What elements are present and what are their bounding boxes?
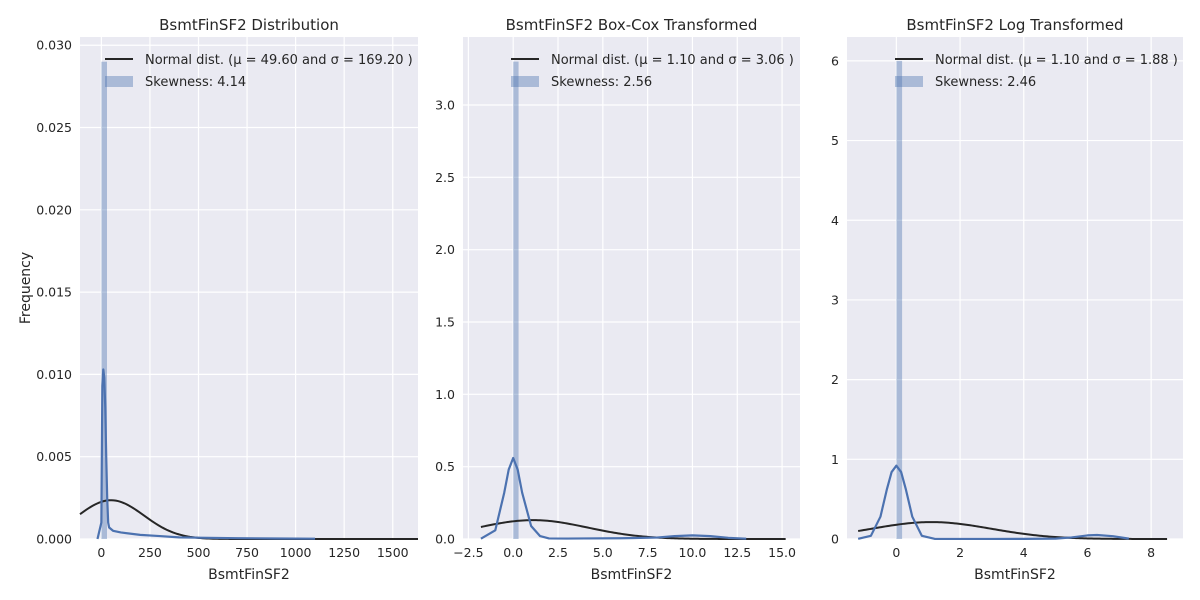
legend-patch-swatch	[511, 76, 539, 87]
panel-2: BsmtFinSF2 Box-Cox Transformed−2.5 0.0 2.5…	[435, 16, 800, 583]
chart-title: BsmtFinSF2 Distribution	[159, 16, 339, 34]
x-tick-label: 1500	[377, 545, 409, 560]
plot-area	[847, 37, 1183, 539]
y-tick-label: 2.0	[435, 242, 455, 257]
legend-label-normal: Normal dist. (μ = 1.10 and σ = 3.06 )	[551, 53, 794, 68]
plot-area	[80, 37, 418, 539]
legend-label-normal: Normal dist. (μ = 49.60 and σ = 169.20 )	[145, 53, 413, 68]
legend-label-skewness: Skewness: 4.14	[145, 75, 246, 90]
histogram-bar	[513, 61, 519, 539]
x-axis-label: BsmtFinSF2	[208, 567, 290, 583]
x-tick-label: 15.0	[768, 545, 796, 560]
kde-line	[96, 368, 316, 540]
y-tick-label: 0.0	[435, 532, 455, 547]
x-tick-label: 0	[97, 545, 105, 560]
x-axis-label: BsmtFinSF2	[974, 567, 1056, 583]
y-tick-label: 3.0	[435, 97, 455, 112]
y-tick-label: 4	[831, 213, 839, 228]
chart-title: BsmtFinSF2 Box-Cox Transformed	[506, 16, 758, 34]
y-tick-label: 5	[831, 133, 839, 148]
legend-label-skewness: Skewness: 2.56	[551, 75, 652, 90]
x-tick-label: 7.5	[638, 545, 658, 560]
legend-label-skewness: Skewness: 2.46	[935, 75, 1036, 90]
x-tick-label: 0.0	[503, 545, 523, 560]
x-tick-label: 0	[892, 545, 900, 560]
y-axis-label: Frequency	[18, 252, 34, 324]
panel-3: BsmtFinSF2 Log Transformed 0 2 4 6 8 0 1 2 3 4 5 6 Bs…	[831, 16, 1183, 583]
x-tick-label: 250	[138, 545, 162, 560]
y-tick-label: 1.5	[435, 314, 455, 329]
y-tick-label: 0.015	[36, 285, 72, 300]
x-axis-label: BsmtFinSF2	[591, 567, 673, 583]
panel-1: BsmtFinSF2 Distribution 0 250 500 750 1000 125…	[18, 16, 418, 583]
y-tick-label: 1.0	[435, 387, 455, 402]
histogram-bar	[896, 60, 903, 540]
chart-title: BsmtFinSF2 Log Transformed	[906, 16, 1123, 34]
normal-fit-line	[857, 521, 1168, 540]
plot-area	[463, 37, 800, 539]
x-tick-label: 1000	[280, 545, 312, 560]
x-tick-label: 500	[187, 545, 211, 560]
histogram-bar	[101, 61, 108, 539]
x-tick-label: 4	[1020, 545, 1028, 560]
y-tick-label: 0.005	[36, 449, 72, 464]
x-tick-label: 12.5	[723, 545, 751, 560]
y-tick-label: 0.025	[36, 120, 72, 135]
x-tick-label: 10.0	[679, 545, 707, 560]
kde-line	[857, 464, 1130, 541]
legend-patch-swatch	[105, 76, 133, 87]
y-tick-label: 0.5	[435, 459, 455, 474]
y-tick-label: 1	[831, 452, 839, 467]
y-tick-label: 2.5	[435, 170, 455, 185]
y-tick-label: 0.020	[36, 202, 72, 217]
y-tick-label: 0	[831, 532, 839, 547]
y-tick-label: 6	[831, 53, 839, 68]
y-tick-label: 0.010	[36, 367, 72, 382]
x-tick-label: 2	[956, 545, 964, 560]
kde-line	[480, 456, 747, 540]
legend-label-normal: Normal dist. (μ = 1.10 and σ = 1.88 )	[935, 53, 1178, 68]
y-tick-label: 0.030	[36, 38, 72, 53]
x-tick-label: 750	[235, 545, 259, 560]
x-tick-label: −2.5	[453, 545, 483, 560]
y-tick-label: 3	[831, 292, 839, 307]
x-tick-label: 6	[1083, 545, 1091, 560]
x-tick-label: 1250	[328, 545, 360, 560]
x-tick-label: 5.0	[593, 545, 613, 560]
y-tick-label: 0.000	[36, 532, 72, 547]
x-tick-label: 2.5	[548, 545, 568, 560]
legend-patch-swatch	[895, 76, 923, 87]
x-tick-label: 8	[1147, 545, 1155, 560]
y-tick-label: 2	[831, 372, 839, 387]
